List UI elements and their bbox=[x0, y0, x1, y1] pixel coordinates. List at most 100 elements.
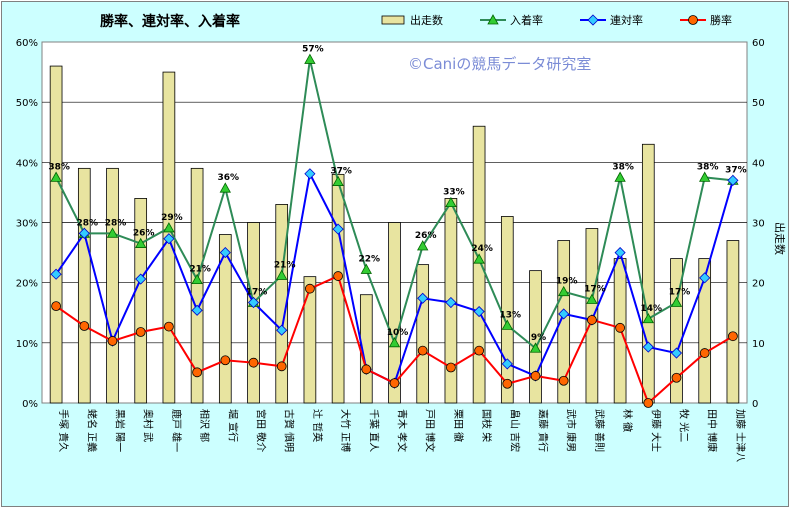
x-tick-label: 嘉藤 貴行 bbox=[537, 409, 550, 452]
marker bbox=[135, 237, 147, 248]
marker bbox=[417, 292, 429, 304]
data-label: 21% bbox=[189, 265, 211, 275]
legend-marker bbox=[587, 14, 599, 26]
marker bbox=[276, 269, 288, 280]
line-markers bbox=[50, 53, 739, 408]
data-labels: 38% 28% 28% 26% 29% 21% 36% 17% 21% 57% 37% 22% 10% 2… bbox=[48, 44, 746, 343]
bar bbox=[670, 258, 683, 404]
marker bbox=[220, 355, 231, 366]
marker bbox=[276, 361, 287, 372]
x-tick-label: 辻 哲英 bbox=[311, 409, 324, 442]
marker bbox=[699, 348, 710, 358]
legend-marker bbox=[688, 15, 698, 25]
y2-tick-label: 60 bbox=[752, 38, 765, 49]
marker bbox=[219, 247, 231, 259]
x-tick-label: 伊藤 大士 bbox=[649, 409, 662, 452]
marker bbox=[643, 398, 654, 408]
data-label: 19% bbox=[556, 277, 578, 287]
marker bbox=[699, 171, 711, 182]
marker bbox=[360, 263, 372, 274]
data-label: 38% bbox=[697, 162, 719, 172]
right-axis-label: 出走数 bbox=[773, 222, 787, 255]
marker bbox=[332, 175, 344, 186]
legend-label: 勝率 bbox=[710, 13, 732, 27]
y-tick-label: 10% bbox=[16, 339, 38, 350]
marker bbox=[135, 327, 146, 337]
marker bbox=[332, 223, 344, 235]
x-tick-label: 加藤 士津八 bbox=[734, 409, 747, 462]
watermark: ©Caniの競馬データ研究室 bbox=[408, 55, 591, 73]
marker bbox=[642, 341, 654, 353]
marker bbox=[50, 268, 62, 280]
x-tick-label: 相沢 郁 bbox=[198, 409, 211, 442]
y-tick-label: 0% bbox=[22, 399, 38, 410]
marker bbox=[304, 168, 316, 180]
marker bbox=[501, 358, 513, 370]
legend-swatch bbox=[381, 15, 405, 25]
bar bbox=[472, 125, 486, 404]
y2-tick-label: 30 bbox=[752, 219, 765, 230]
data-label: 33% bbox=[443, 188, 465, 198]
marker bbox=[587, 315, 597, 325]
marker bbox=[388, 337, 401, 348]
data-label: 29% bbox=[161, 213, 183, 223]
x-tick-label: 奥村 武 bbox=[142, 409, 155, 442]
marker bbox=[445, 196, 457, 208]
marker bbox=[615, 322, 625, 333]
y-tick-label: 40% bbox=[16, 158, 38, 169]
y-tick-label: 50% bbox=[16, 98, 38, 109]
bar bbox=[388, 222, 401, 404]
legend-marker bbox=[487, 14, 499, 25]
bar bbox=[77, 167, 91, 404]
bar bbox=[218, 234, 232, 404]
y2-tick-label: 40 bbox=[752, 158, 765, 169]
bar bbox=[416, 264, 430, 404]
legend-label: 入着率 bbox=[510, 13, 543, 27]
x-tick-label: 栗田 徹 bbox=[452, 409, 465, 442]
data-label: 38% bbox=[612, 162, 634, 172]
marker bbox=[670, 347, 683, 359]
data-label: 26% bbox=[133, 229, 155, 239]
data-label: 21% bbox=[274, 260, 296, 270]
x-tick-label: 堀 宣行 bbox=[226, 409, 239, 442]
legend-label: 連対率 bbox=[610, 13, 643, 27]
marker bbox=[642, 312, 654, 324]
y2-tick-label: 10 bbox=[752, 339, 765, 350]
marker bbox=[389, 378, 400, 389]
marker bbox=[107, 336, 118, 346]
bar bbox=[698, 258, 712, 404]
marker bbox=[502, 378, 513, 389]
bar bbox=[49, 65, 63, 404]
x-tick-label: 古賀 慎明 bbox=[283, 409, 296, 452]
marker bbox=[163, 222, 175, 233]
marker bbox=[78, 227, 90, 239]
marker bbox=[135, 273, 147, 285]
data-label: 13% bbox=[500, 310, 522, 320]
marker bbox=[417, 345, 428, 356]
data-label: 37% bbox=[725, 165, 747, 175]
bar bbox=[726, 240, 740, 404]
marker bbox=[333, 271, 344, 281]
marker bbox=[558, 285, 570, 297]
data-label: 9% bbox=[531, 333, 546, 343]
bar bbox=[331, 173, 345, 404]
x-tick-label: 林 徹 bbox=[621, 409, 634, 432]
marker bbox=[558, 308, 570, 320]
x-tick-label: 国枝 栄 bbox=[480, 409, 493, 442]
x-tick-label: 蛯名 正義 bbox=[85, 409, 98, 452]
data-label: 17% bbox=[669, 288, 691, 298]
data-label: 37% bbox=[330, 167, 352, 177]
marker bbox=[445, 296, 457, 309]
chart-title: 勝率、連対率、入着率 bbox=[100, 13, 240, 30]
bar bbox=[190, 167, 204, 404]
marker bbox=[219, 182, 231, 193]
marker bbox=[474, 345, 485, 356]
x-tick-label: 武藤 善則 bbox=[593, 409, 606, 452]
data-label: 36% bbox=[218, 173, 240, 183]
bar bbox=[247, 222, 260, 404]
x-tick-label: 武市 康男 bbox=[565, 409, 578, 452]
data-label: 26% bbox=[415, 231, 437, 241]
marker bbox=[670, 296, 683, 307]
